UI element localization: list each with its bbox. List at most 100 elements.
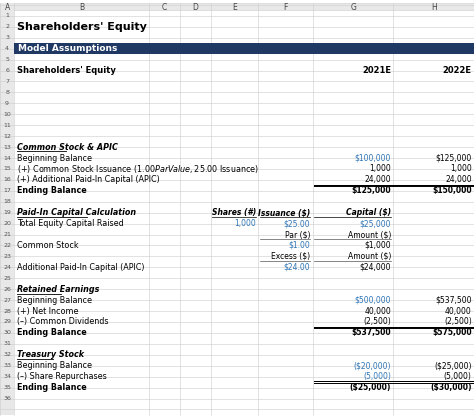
Text: $100,000: $100,000 (355, 153, 391, 163)
Text: 31: 31 (3, 342, 11, 347)
Text: 1: 1 (5, 13, 9, 18)
Text: 1,000: 1,000 (234, 219, 256, 228)
Text: Excess ($): Excess ($) (271, 252, 310, 261)
Text: $537,500: $537,500 (435, 296, 472, 305)
Text: 2022E: 2022E (443, 66, 472, 75)
Text: Ending Balance: Ending Balance (17, 383, 86, 392)
Text: $1.00: $1.00 (289, 241, 310, 250)
Text: F: F (283, 3, 288, 12)
Text: (2,500): (2,500) (363, 317, 391, 327)
Text: 25: 25 (3, 276, 11, 281)
Text: 36: 36 (3, 396, 11, 401)
Text: 28: 28 (3, 309, 11, 314)
Text: ($30,000): ($30,000) (430, 383, 472, 392)
Text: ($25,000): ($25,000) (350, 383, 391, 392)
Text: 35: 35 (3, 385, 11, 390)
Text: 13: 13 (3, 145, 11, 150)
Text: 29: 29 (3, 319, 11, 324)
Text: Model Assumptions: Model Assumptions (18, 44, 118, 53)
Text: C: C (162, 3, 167, 12)
Text: 9: 9 (5, 101, 9, 106)
Text: 8: 8 (5, 90, 9, 95)
Text: 18: 18 (3, 199, 11, 204)
Text: 26: 26 (3, 287, 11, 292)
Text: 5: 5 (5, 57, 9, 62)
Text: Beginning Balance: Beginning Balance (17, 296, 91, 305)
Text: Common Stock & APIC: Common Stock & APIC (17, 143, 118, 151)
Text: Common Stock: Common Stock (17, 241, 78, 250)
Text: Shareholders' Equity: Shareholders' Equity (17, 66, 116, 75)
Text: 23: 23 (3, 254, 11, 259)
Text: Ending Balance: Ending Balance (17, 186, 86, 195)
Text: Beginning Balance: Beginning Balance (17, 153, 91, 163)
Text: 2021E: 2021E (362, 66, 391, 75)
Text: Amount ($): Amount ($) (347, 230, 391, 239)
Text: Paid-In Capital Calculation: Paid-In Capital Calculation (17, 208, 136, 217)
Text: $25.00: $25.00 (284, 219, 310, 228)
Text: H: H (431, 3, 437, 12)
Text: Total Equity Capital Raised: Total Equity Capital Raised (17, 219, 123, 228)
Text: Issuance ($): Issuance ($) (258, 208, 310, 217)
Bar (0, 3, 474, 10)
Text: $24.00: $24.00 (284, 263, 310, 272)
Text: B: B (79, 3, 84, 12)
Text: Amount ($): Amount ($) (347, 252, 391, 261)
Text: (–) Common Dividends: (–) Common Dividends (17, 317, 108, 327)
Text: E: E (232, 3, 237, 12)
Text: $25,000: $25,000 (360, 219, 391, 228)
Text: 21: 21 (3, 232, 11, 237)
Text: $537,500: $537,500 (351, 329, 391, 337)
Text: (–) Share Repurchases: (–) Share Repurchases (17, 372, 106, 381)
Text: (+) Net Income: (+) Net Income (17, 306, 78, 316)
Text: 6: 6 (5, 68, 9, 73)
Text: 12: 12 (3, 133, 11, 138)
Text: Ending Balance: Ending Balance (17, 329, 86, 337)
Text: 30: 30 (3, 330, 11, 335)
Text: 24: 24 (3, 265, 11, 270)
Text: 15: 15 (3, 166, 11, 171)
Text: (5,000): (5,000) (444, 372, 472, 381)
Text: 27: 27 (3, 298, 11, 303)
Text: 16: 16 (3, 177, 11, 182)
Text: Additional Paid-In Capital (APIC): Additional Paid-In Capital (APIC) (17, 263, 144, 272)
Text: Beginning Balance: Beginning Balance (17, 361, 91, 370)
Text: Treasury Stock: Treasury Stock (17, 350, 84, 359)
Text: 34: 34 (3, 374, 11, 379)
Text: 10: 10 (3, 112, 11, 117)
Bar (14, 43, 474, 54)
Text: 7: 7 (5, 79, 9, 84)
Text: 1,000: 1,000 (450, 164, 472, 173)
Text: Retained Earnings: Retained Earnings (17, 285, 99, 294)
Text: (+) Common Stock Issuance ($1.00 Par Value, $25.00 Issuance): (+) Common Stock Issuance ($1.00 Par Val… (17, 163, 258, 175)
Text: $24,000: $24,000 (360, 263, 391, 272)
Text: ($25,000): ($25,000) (434, 361, 472, 370)
Text: Capital ($): Capital ($) (346, 208, 391, 217)
Text: 33: 33 (3, 363, 11, 368)
Text: 1,000: 1,000 (369, 164, 391, 173)
Text: $125,000: $125,000 (436, 153, 472, 163)
Text: $1,000: $1,000 (365, 241, 391, 250)
Text: Shares (#): Shares (#) (212, 208, 256, 217)
Text: Par ($): Par ($) (285, 230, 310, 239)
Text: Shareholders' Equity: Shareholders' Equity (17, 22, 146, 32)
Text: 2: 2 (5, 24, 9, 29)
Text: 17: 17 (3, 188, 11, 193)
Text: 3: 3 (5, 35, 9, 40)
Text: (5,000): (5,000) (363, 372, 391, 381)
Text: ($20,000): ($20,000) (354, 361, 391, 370)
Text: 40,000: 40,000 (445, 306, 472, 316)
Text: 40,000: 40,000 (365, 306, 391, 316)
Text: 20: 20 (3, 221, 11, 226)
Text: 14: 14 (3, 156, 11, 161)
Text: G: G (350, 3, 356, 12)
Text: 4: 4 (5, 46, 9, 51)
Text: $575,000: $575,000 (432, 329, 472, 337)
Bar (0, 3, 14, 415)
Text: A: A (4, 3, 10, 12)
Text: $500,000: $500,000 (355, 296, 391, 305)
Text: 19: 19 (3, 210, 11, 215)
Text: $150,000: $150,000 (432, 186, 472, 195)
Text: 24,000: 24,000 (365, 176, 391, 184)
Text: 11: 11 (3, 123, 11, 128)
Text: (+) Additional Paid-In Capital (APIC): (+) Additional Paid-In Capital (APIC) (17, 176, 159, 184)
